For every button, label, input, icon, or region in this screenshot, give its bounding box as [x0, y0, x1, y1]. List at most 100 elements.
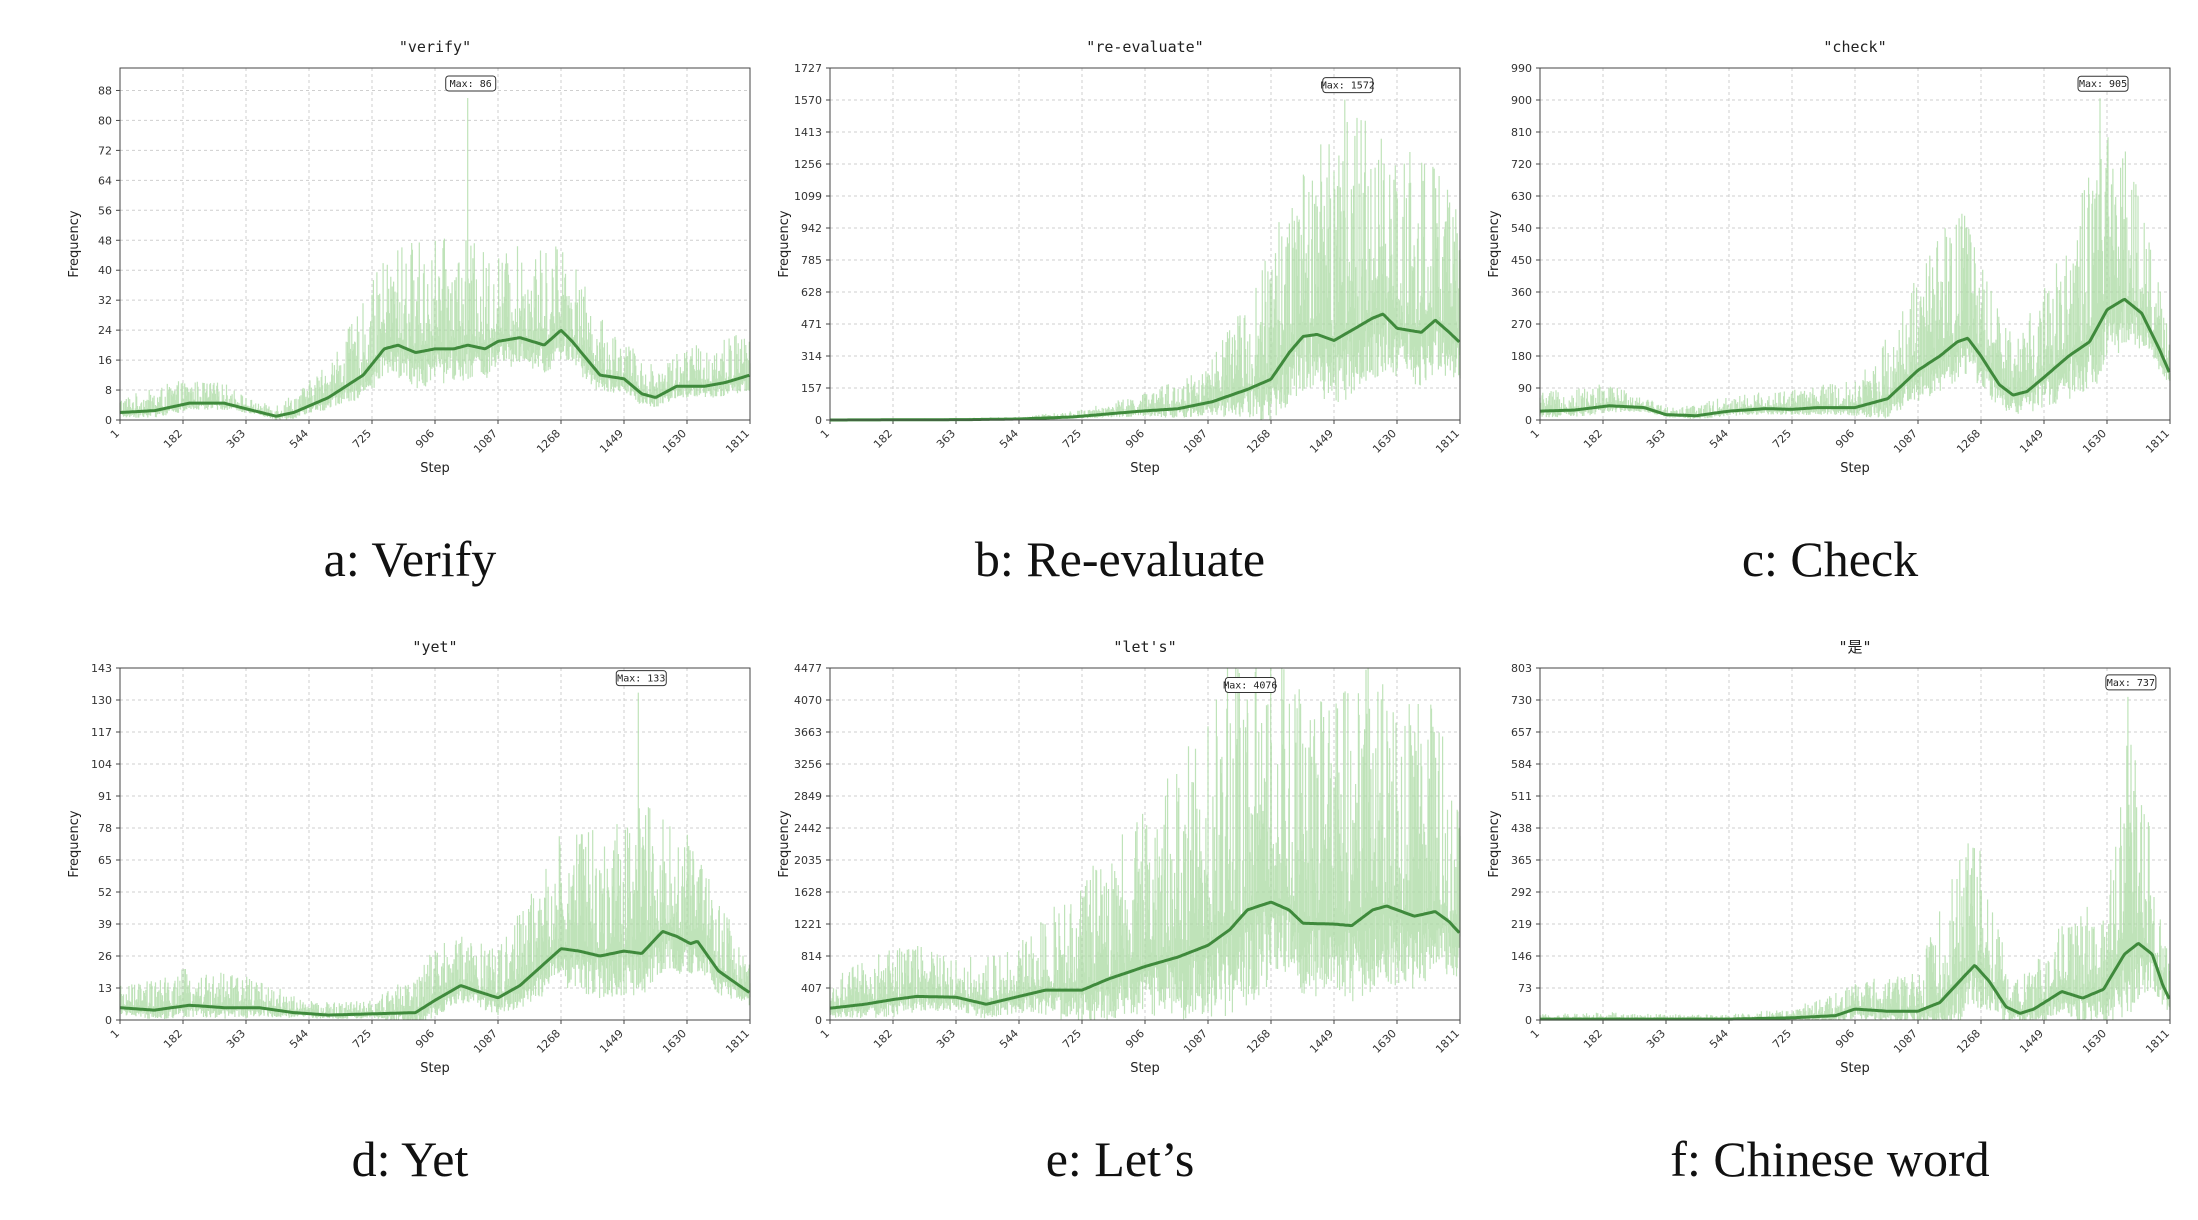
- x-tick-label: 544: [1707, 1027, 1731, 1051]
- x-tick-label: 1630: [2080, 427, 2109, 456]
- x-tick-label: 1449: [1307, 427, 1336, 456]
- y-tick-label: 56: [98, 204, 112, 217]
- x-tick-label: 1811: [723, 427, 752, 456]
- x-tick-label: 725: [1770, 1027, 1794, 1051]
- x-tick-label: 1268: [1244, 427, 1273, 456]
- y-tick-label: 104: [91, 758, 112, 771]
- y-tick-label: 117: [91, 726, 112, 739]
- x-tick-label: 1: [108, 427, 122, 441]
- y-tick-label: 990: [1511, 62, 1532, 75]
- x-axis-label: Step: [420, 461, 450, 476]
- plot-frame: [1539, 667, 2171, 1021]
- x-tick-label: 1087: [471, 427, 500, 456]
- y-tick-label: 0: [815, 1014, 822, 1027]
- y-tick-label: 0: [105, 1014, 112, 1027]
- x-tick-label: 182: [871, 1027, 895, 1051]
- max-label: Max: 737: [2107, 678, 2155, 689]
- y-tick-label: 0: [815, 414, 822, 427]
- y-tick-label: 407: [801, 982, 822, 995]
- max-label: Max: 86: [450, 79, 492, 90]
- x-tick-label: 363: [934, 1027, 958, 1051]
- x-tick-label: 1449: [597, 1027, 626, 1056]
- x-tick-label: 544: [1707, 427, 1731, 451]
- x-tick-label: 906: [1123, 427, 1147, 451]
- x-tick-label: 1268: [534, 1027, 563, 1056]
- chart-lets: "let's" 0 407 814 1221 1628 2035 2442 2849 3256 36…: [777, 638, 1462, 1076]
- x-tick-label: 1811: [1433, 427, 1462, 456]
- y-tick-label: 628: [801, 286, 822, 299]
- panel-b: "re-evaluate" 0 157 314 471 628 785 942 1099 1256…: [770, 30, 1470, 620]
- y-tick-label: 88: [98, 84, 112, 97]
- y-tick-label: 730: [1511, 694, 1532, 707]
- chart-re-evaluate: "re-evaluate" 0 157 314 471 628 785 942 1099 1256…: [777, 38, 1462, 476]
- x-tick-label: 363: [224, 1027, 248, 1051]
- caption-a: a: Verify: [323, 531, 497, 587]
- x-tick-label: 725: [350, 1027, 374, 1051]
- y-tick-label: 40: [98, 264, 112, 277]
- y-tick-label: 803: [1511, 662, 1532, 675]
- caption-f: f: Chinese word: [1670, 1131, 1990, 1187]
- x-axis-label: Step: [1840, 461, 1870, 476]
- plot-frame: [829, 667, 1461, 1021]
- x-axis-label: Step: [1130, 1061, 1160, 1076]
- trend-line: [119, 329, 750, 418]
- x-tick-label: 1: [818, 1027, 832, 1041]
- y-tick-label: 540: [1511, 222, 1532, 235]
- x-tick-label: 1087: [1891, 427, 1920, 456]
- y-tick-label: 3663: [794, 726, 822, 739]
- max-label-box: [1322, 77, 1374, 94]
- chart-verify: "verify" 0 8 16 24 32 40 48 56 64 72 80 88 1 182 363 544…: [67, 38, 752, 476]
- x-tick-label: 1: [1528, 1027, 1542, 1041]
- x-tick-label: 906: [413, 427, 437, 451]
- y-tick-label: 24: [98, 324, 112, 337]
- trend-line: [1539, 942, 2171, 1021]
- chart-title: "是": [1838, 638, 1871, 656]
- x-tick-label: 1087: [1181, 427, 1210, 456]
- max-label-box: [2105, 674, 2157, 691]
- x-tick-label: 363: [1644, 427, 1668, 451]
- max-label-box: [1224, 677, 1276, 694]
- x-tick-label: 1630: [1370, 427, 1399, 456]
- y-tick-label: 1570: [794, 94, 822, 107]
- x-tick-label: 1449: [1307, 1027, 1336, 1056]
- y-tick-label: 26: [98, 950, 112, 963]
- y-tick-label: 438: [1511, 822, 1532, 835]
- y-tick-label: 8: [105, 384, 112, 397]
- x-tick-label: 725: [350, 427, 374, 451]
- y-tick-label: 52: [98, 886, 112, 899]
- chart-title: "verify": [399, 38, 471, 56]
- x-tick-label: 544: [997, 427, 1021, 451]
- x-tick-label: 182: [1581, 1027, 1605, 1051]
- y-tick-label: 450: [1511, 254, 1532, 267]
- x-tick-label: 1630: [660, 427, 689, 456]
- y-tick-label: 3256: [794, 758, 822, 771]
- x-axis-label: Step: [1130, 461, 1160, 476]
- y-tick-label: 1221: [794, 918, 822, 931]
- y-tick-label: 814: [801, 950, 822, 963]
- y-tick-label: 143: [91, 662, 112, 675]
- x-tick-label: 182: [871, 427, 895, 451]
- y-axis-label: Frequency: [777, 810, 792, 877]
- panel-c: "check" 0 90 180 270 360 450 540 630 720 810 900 990…: [1480, 30, 2180, 620]
- x-tick-label: 1449: [2017, 427, 2046, 456]
- y-tick-label: 2442: [794, 822, 822, 835]
- y-tick-label: 810: [1511, 126, 1532, 139]
- x-axis-label: Step: [1840, 1061, 1870, 1076]
- x-tick-label: 1268: [1954, 1027, 1983, 1056]
- x-tick-label: 363: [224, 427, 248, 451]
- y-tick-label: 365: [1511, 854, 1532, 867]
- y-tick-label: 1256: [794, 158, 822, 171]
- y-tick-label: 80: [98, 114, 112, 127]
- trend-line: [1539, 297, 2171, 418]
- y-tick-label: 0: [105, 414, 112, 427]
- chart-yet: "yet" 0 13 26 39 52 65 78 91 104 117 130 143 1 182 363 5…: [67, 638, 752, 1076]
- x-tick-label: 1811: [1433, 1027, 1462, 1056]
- max-label-box: [2077, 75, 2129, 92]
- y-tick-label: 292: [1511, 886, 1532, 899]
- y-tick-label: 1628: [794, 886, 822, 899]
- y-tick-label: 72: [98, 144, 112, 157]
- x-tick-label: 544: [287, 1027, 311, 1051]
- y-tick-label: 0: [1525, 414, 1532, 427]
- x-tick-label: 1: [1528, 427, 1542, 441]
